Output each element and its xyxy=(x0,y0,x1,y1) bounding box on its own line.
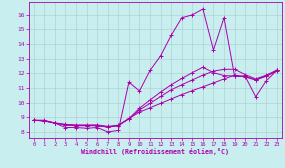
X-axis label: Windchill (Refroidissement éolien,°C): Windchill (Refroidissement éolien,°C) xyxy=(81,148,229,155)
